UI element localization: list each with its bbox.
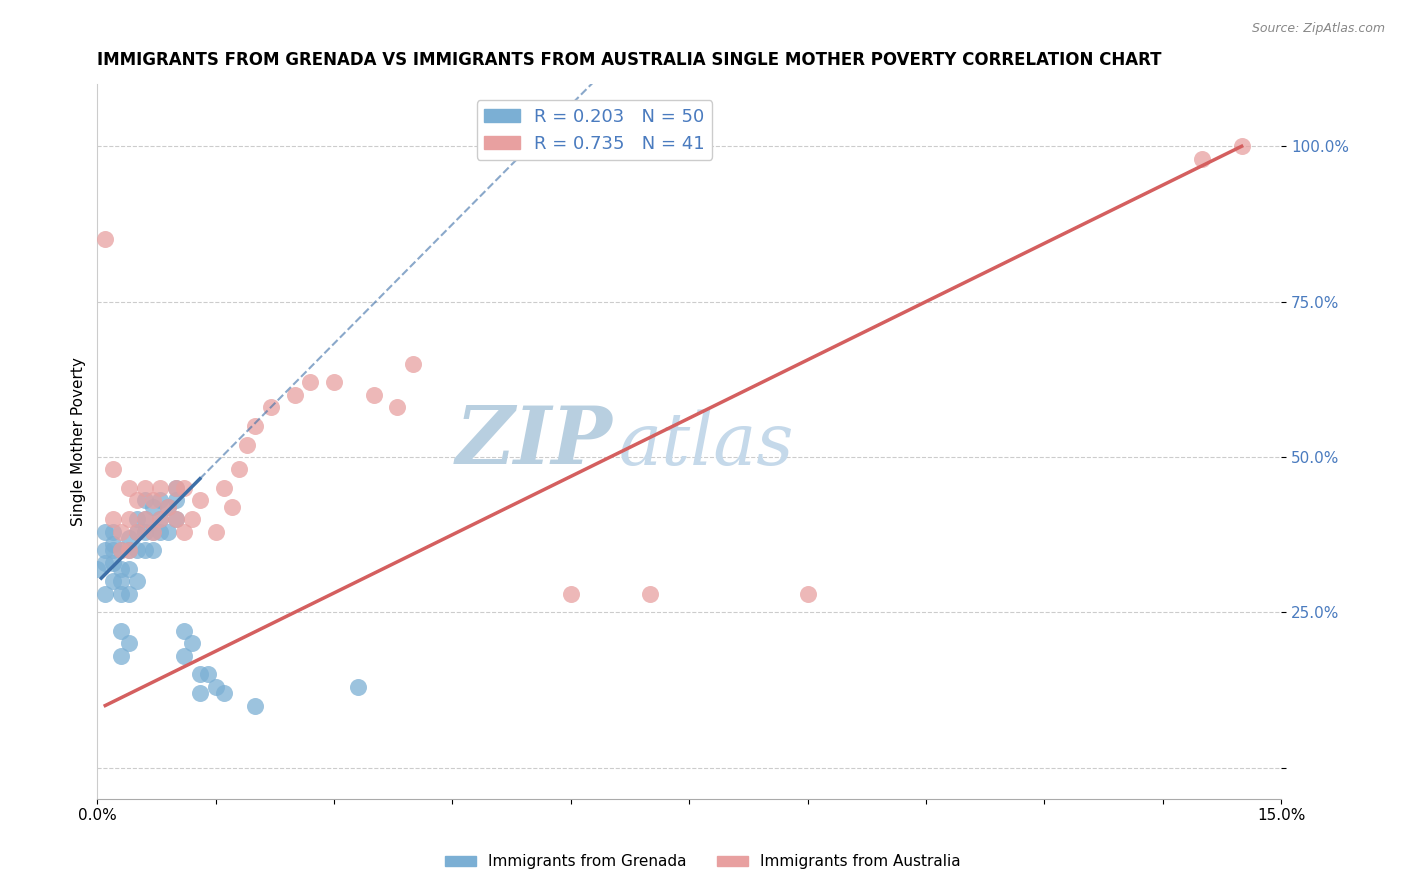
Point: [346, 680, 368, 694]
Point: [94, 232, 117, 246]
Point: [101, 462, 124, 476]
Point: [299, 376, 322, 390]
Point: [560, 587, 582, 601]
Point: [157, 500, 180, 514]
Point: [157, 524, 180, 539]
Point: [118, 587, 141, 601]
Point: [125, 493, 148, 508]
Point: [125, 574, 148, 589]
Point: [1191, 152, 1213, 166]
Point: [125, 512, 148, 526]
Point: [212, 481, 235, 495]
Point: [118, 481, 141, 495]
Point: [110, 648, 132, 663]
Point: [118, 531, 141, 545]
Point: [149, 512, 172, 526]
Legend: R = 0.203   N = 50, R = 0.735   N = 41: R = 0.203 N = 50, R = 0.735 N = 41: [477, 100, 713, 160]
Point: [173, 524, 195, 539]
Point: [173, 648, 195, 663]
Point: [110, 624, 132, 638]
Point: [101, 556, 124, 570]
Point: [94, 556, 117, 570]
Point: [118, 512, 141, 526]
Point: [110, 543, 132, 558]
Point: [125, 543, 148, 558]
Point: [142, 524, 165, 539]
Point: [142, 493, 165, 508]
Point: [165, 481, 187, 495]
Point: [118, 543, 141, 558]
Point: [134, 493, 156, 508]
Point: [110, 574, 132, 589]
Point: [323, 376, 346, 390]
Point: [94, 587, 117, 601]
Point: [134, 524, 156, 539]
Point: [181, 512, 204, 526]
Point: [228, 462, 250, 476]
Point: [134, 481, 156, 495]
Point: [204, 680, 226, 694]
Point: [173, 624, 195, 638]
Point: [110, 587, 132, 601]
Point: [363, 388, 385, 402]
Point: [94, 524, 117, 539]
Point: [149, 493, 172, 508]
Point: [284, 388, 307, 402]
Point: [165, 512, 187, 526]
Point: [125, 524, 148, 539]
Point: [173, 481, 195, 495]
Point: [243, 418, 266, 433]
Point: [142, 543, 165, 558]
Point: [149, 512, 172, 526]
Text: IMMIGRANTS FROM GRENADA VS IMMIGRANTS FROM AUSTRALIA SINGLE MOTHER POVERTY CORRE: IMMIGRANTS FROM GRENADA VS IMMIGRANTS FR…: [97, 51, 1161, 69]
Y-axis label: Single Mother Poverty: Single Mother Poverty: [72, 357, 86, 526]
Point: [125, 524, 148, 539]
Point: [86, 562, 108, 576]
Point: [212, 686, 235, 700]
Point: [110, 543, 132, 558]
Point: [236, 437, 259, 451]
Point: [118, 636, 141, 650]
Point: [197, 667, 219, 681]
Text: Source: ZipAtlas.com: Source: ZipAtlas.com: [1251, 22, 1385, 36]
Legend: Immigrants from Grenada, Immigrants from Australia: Immigrants from Grenada, Immigrants from…: [439, 848, 967, 875]
Text: ZIP: ZIP: [456, 402, 612, 480]
Point: [181, 636, 204, 650]
Point: [142, 524, 165, 539]
Point: [149, 524, 172, 539]
Point: [260, 401, 283, 415]
Point: [188, 493, 211, 508]
Point: [101, 543, 124, 558]
Point: [188, 667, 211, 681]
Point: [94, 543, 117, 558]
Point: [188, 686, 211, 700]
Point: [638, 587, 661, 601]
Point: [157, 500, 180, 514]
Point: [204, 524, 226, 539]
Point: [110, 524, 132, 539]
Point: [165, 481, 187, 495]
Point: [101, 524, 124, 539]
Point: [134, 543, 156, 558]
Text: atlas: atlas: [619, 409, 794, 480]
Point: [142, 500, 165, 514]
Point: [165, 493, 187, 508]
Point: [118, 562, 141, 576]
Point: [134, 512, 156, 526]
Point: [243, 698, 266, 713]
Point: [101, 537, 124, 551]
Point: [165, 512, 187, 526]
Point: [118, 543, 141, 558]
Point: [221, 500, 243, 514]
Point: [1230, 139, 1253, 153]
Point: [101, 574, 124, 589]
Point: [134, 512, 156, 526]
Point: [402, 357, 425, 371]
Point: [796, 587, 818, 601]
Point: [149, 481, 172, 495]
Point: [101, 512, 124, 526]
Point: [110, 562, 132, 576]
Point: [387, 401, 409, 415]
